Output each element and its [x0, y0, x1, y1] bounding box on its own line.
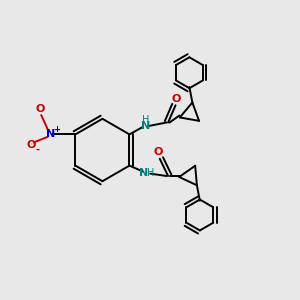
Text: H: H [142, 115, 149, 125]
Text: O: O [154, 147, 163, 157]
Text: +: + [53, 124, 60, 134]
Text: H: H [148, 168, 155, 178]
Text: O: O [172, 94, 181, 104]
Text: N: N [141, 122, 150, 131]
Text: O: O [35, 103, 44, 113]
Text: N: N [46, 129, 55, 140]
Text: N: N [139, 168, 148, 178]
Text: O: O [26, 140, 35, 150]
Text: -: - [36, 145, 40, 155]
